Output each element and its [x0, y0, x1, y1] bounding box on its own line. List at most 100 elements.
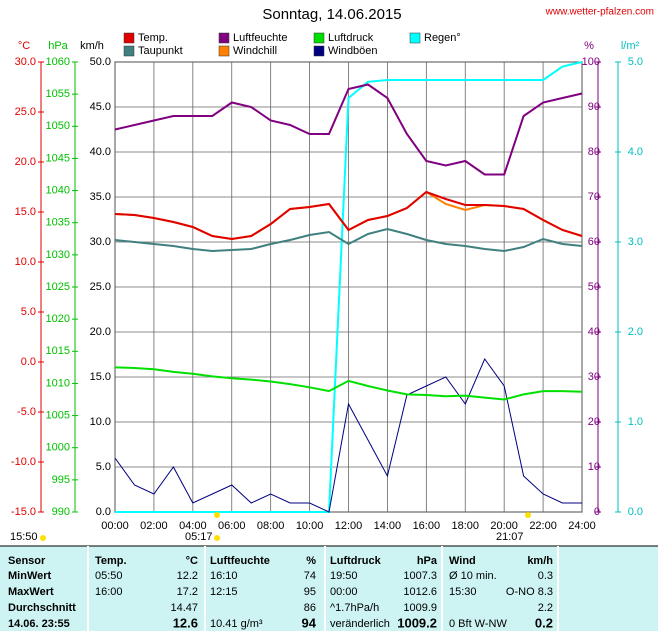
series-line [114, 366, 583, 401]
y-tick-label: 90 [588, 101, 600, 113]
table-cell: 12.6 [173, 615, 198, 630]
table-cell: 1009.9 [403, 602, 437, 614]
x-tick-label: 18:00 [451, 520, 479, 532]
x-tick-label: 04:00 [179, 520, 207, 532]
marker-dot [40, 535, 46, 541]
table-cell: 74 [304, 570, 316, 582]
legend-label: Regen° [424, 32, 461, 44]
x-tick-label: 08:00 [257, 520, 285, 532]
table-cell: 15:30 [449, 586, 477, 598]
table-cell: 2.2 [538, 602, 553, 614]
table-cell: Ø 10 min. [449, 570, 497, 582]
y-tick-label: 35.0 [90, 191, 111, 203]
y-tick-label: 1035 [46, 217, 70, 229]
x-tick-label: 00:00 [101, 520, 129, 532]
table-cell: 17.2 [177, 586, 198, 598]
x-tick-label: 22:00 [529, 520, 557, 532]
legend-label: Luftfeuchte [233, 32, 287, 44]
y-tick-label: 30 [588, 371, 600, 383]
y-tick-label: 0.0 [21, 356, 36, 368]
table-cell: Durchschnitt [8, 602, 76, 614]
y-tick-label: 1000 [46, 442, 70, 454]
y-tick-label: 100 [582, 56, 600, 68]
x-tick-label: 20:00 [490, 520, 518, 532]
y-tick-label: -5.0 [17, 406, 36, 418]
y-tick-label: 1005 [46, 409, 70, 421]
axis-unit: % [584, 40, 594, 52]
legend-swatch [123, 32, 135, 44]
series-line [115, 61, 583, 513]
table-cell: 0 Bft W-NW [449, 618, 507, 630]
marker-dot [525, 512, 531, 518]
y-tick-label: 25.0 [90, 281, 111, 293]
legend-label: Windchill [233, 45, 277, 57]
y-tick-label: 1.0 [628, 416, 643, 428]
table-cell: O-NO 8.3 [506, 586, 553, 598]
legend-swatch [409, 32, 421, 44]
y-tick-label: 0 [594, 506, 600, 518]
y-tick-label: 2.0 [628, 326, 643, 338]
marker: 21:07 [496, 531, 524, 543]
marker-dot [214, 512, 220, 518]
series-line [114, 83, 583, 176]
table-cell: veränderlich [330, 618, 390, 630]
table-cell: 14.47 [170, 602, 198, 614]
legend-swatch [313, 32, 325, 44]
table-cell: 0.2 [535, 615, 553, 630]
table-cell: 00:00 [330, 586, 358, 598]
x-tick-label: 06:00 [218, 520, 246, 532]
table-cell: 0.3 [538, 570, 553, 582]
table-cell: 12.2 [177, 570, 198, 582]
y-tick-label: 25.0 [15, 106, 36, 118]
y-tick-label: 30.0 [90, 236, 111, 248]
x-tick-label: 02:00 [140, 520, 168, 532]
marker: 15:50 [10, 531, 38, 543]
legend-swatch [218, 45, 230, 57]
x-tick-label: 10:00 [296, 520, 324, 532]
y-tick-label: 1050 [46, 120, 70, 132]
y-tick-label: 10 [588, 461, 600, 473]
table-cell: 12:15 [210, 586, 238, 598]
y-tick-label: 1040 [46, 184, 70, 196]
table-bg [0, 546, 658, 631]
y-tick-label: 1055 [46, 88, 70, 100]
series-line [114, 357, 582, 513]
table-header: Luftdruck [330, 555, 382, 567]
table-cell: 86 [304, 602, 316, 614]
table-cell: 10.41 g/m³ [210, 618, 263, 630]
y-tick-label: 50.0 [90, 56, 111, 68]
y-tick-label: 0.0 [96, 506, 111, 518]
y-tick-label: 1060 [46, 56, 70, 68]
y-tick-label: -15.0 [11, 506, 36, 518]
y-tick-label: 60 [588, 236, 600, 248]
table-header: Temp. [95, 555, 127, 567]
y-tick-label: 5.0 [21, 306, 36, 318]
legend-label: Windböen [328, 45, 378, 57]
y-tick-label: 10.0 [90, 416, 111, 428]
legend-label: Taupunkt [138, 45, 183, 57]
table-cell: 05:50 [95, 570, 123, 582]
table-cell: 95 [304, 586, 316, 598]
y-tick-label: 45.0 [90, 101, 111, 113]
legend-swatch [313, 45, 325, 57]
axis-unit: km/h [80, 40, 104, 52]
legend-swatch [218, 32, 230, 44]
marker-dot [214, 535, 220, 541]
series-line [114, 227, 583, 253]
table-cell: MinWert [8, 570, 52, 582]
table-header: % [306, 555, 316, 567]
y-tick-label: 20.0 [15, 156, 36, 168]
x-tick-label: 16:00 [413, 520, 441, 532]
y-tick-label: 15.0 [15, 206, 36, 218]
legend-label: Luftdruck [328, 32, 374, 44]
y-tick-label: 5.0 [628, 56, 643, 68]
table-cell: 19:50 [330, 570, 358, 582]
y-tick-label: 1020 [46, 313, 70, 325]
marker: 05:17 [185, 531, 213, 543]
table-cell: 16:00 [95, 586, 123, 598]
y-tick-label: 50 [588, 281, 600, 293]
legend-label: Temp. [138, 32, 168, 44]
y-tick-label: 80 [588, 146, 600, 158]
source: www.wetter-pfalzen.com [545, 7, 654, 18]
